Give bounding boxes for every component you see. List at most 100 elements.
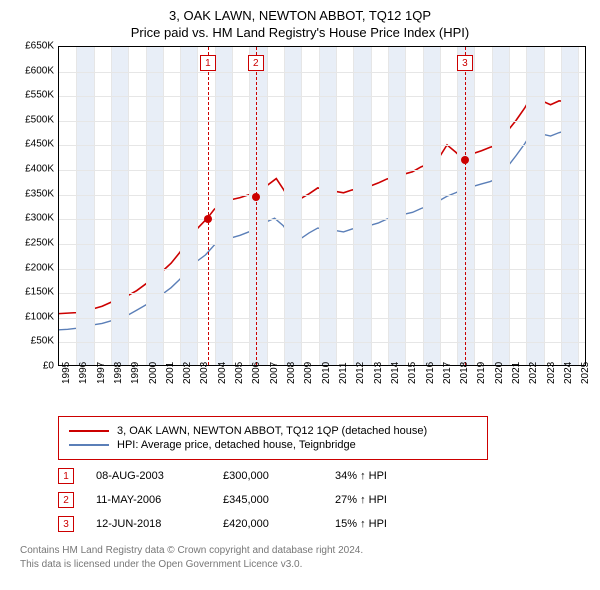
- gridline-v: [301, 47, 302, 365]
- gridline-v: [388, 47, 389, 365]
- y-tick-label: £250K: [25, 237, 54, 248]
- event-marker-box: 3: [457, 55, 473, 71]
- x-tick-label: 1998: [113, 362, 124, 384]
- x-axis-labels: 1995199619971998199920002001200220032004…: [58, 366, 586, 406]
- gridline-h: [59, 318, 585, 319]
- gridline-h: [59, 244, 585, 245]
- x-tick-label: 2013: [373, 362, 384, 384]
- y-tick-label: £650K: [25, 41, 54, 52]
- title-line2: Price paid vs. HM Land Registry's House …: [10, 25, 590, 40]
- event-dot: [461, 156, 469, 164]
- event-number-box: 2: [58, 492, 74, 508]
- gridline-v: [544, 47, 545, 365]
- gridline-v: [180, 47, 181, 365]
- x-tick-label: 2012: [355, 362, 366, 384]
- x-tick-label: 2018: [459, 362, 470, 384]
- y-tick-label: £350K: [25, 188, 54, 199]
- x-tick-label: 2001: [165, 362, 176, 384]
- event-hpi: 27% ↑ HPI: [335, 494, 387, 506]
- gridline-h: [59, 72, 585, 73]
- gridline-v: [353, 47, 354, 365]
- x-tick-label: 2016: [425, 362, 436, 384]
- event-marker-box: 2: [248, 55, 264, 71]
- title-line1: 3, OAK LAWN, NEWTON ABBOT, TQ12 1QP: [10, 8, 590, 23]
- x-tick-label: 2024: [563, 362, 574, 384]
- y-tick-label: £600K: [25, 65, 54, 76]
- legend-swatch: [69, 444, 109, 446]
- event-date: 11-MAY-2006: [96, 494, 201, 506]
- legend-label: HPI: Average price, detached house, Teig…: [117, 439, 356, 451]
- event-price: £345,000: [223, 494, 313, 506]
- x-tick-label: 2023: [546, 362, 557, 384]
- x-tick-label: 2007: [269, 362, 280, 384]
- x-tick-label: 2002: [182, 362, 193, 384]
- gridline-v: [336, 47, 337, 365]
- event-date: 08-AUG-2003: [96, 470, 201, 482]
- event-row: 2 11-MAY-2006 £345,000 27% ↑ HPI: [58, 492, 590, 508]
- gridline-v: [423, 47, 424, 365]
- x-tick-label: 2021: [511, 362, 522, 384]
- y-axis-labels: £0£50K£100K£150K£200K£250K£300K£350K£400…: [10, 46, 58, 366]
- x-tick-label: 1997: [96, 362, 107, 384]
- events-table: 108-AUG-2003£300,00034% ↑ HPI211-MAY-200…: [58, 468, 590, 532]
- plot-area: 1 2 3: [58, 46, 586, 366]
- event-marker-box: 1: [200, 55, 216, 71]
- chart-title-block: 3, OAK LAWN, NEWTON ABBOT, TQ12 1QP Pric…: [10, 8, 590, 40]
- gridline-v: [319, 47, 320, 365]
- gridline-v: [492, 47, 493, 365]
- y-tick-label: £450K: [25, 139, 54, 150]
- event-line: [256, 47, 257, 365]
- gridline-v: [526, 47, 527, 365]
- footer: Contains HM Land Registry data © Crown c…: [20, 544, 590, 572]
- gridline-h: [59, 145, 585, 146]
- x-tick-label: 2011: [338, 362, 349, 384]
- gridline-v: [215, 47, 216, 365]
- footer-line1: Contains HM Land Registry data © Crown c…: [20, 544, 590, 558]
- gridline-v: [509, 47, 510, 365]
- gridline-v: [474, 47, 475, 365]
- gridline-v: [578, 47, 579, 365]
- event-line: [465, 47, 466, 365]
- x-tick-label: 2000: [148, 362, 159, 384]
- x-tick-label: 2015: [407, 362, 418, 384]
- gridline-v: [232, 47, 233, 365]
- event-date: 12-JUN-2018: [96, 518, 201, 530]
- legend-item: 3, OAK LAWN, NEWTON ABBOT, TQ12 1QP (det…: [69, 425, 477, 437]
- x-tick-label: 2014: [390, 362, 401, 384]
- gridline-v: [440, 47, 441, 365]
- gridline-v: [284, 47, 285, 365]
- event-price: £420,000: [223, 518, 313, 530]
- x-tick-label: 1999: [130, 362, 141, 384]
- gridline-h: [59, 96, 585, 97]
- x-tick-label: 2017: [442, 362, 453, 384]
- gridline-h: [59, 219, 585, 220]
- gridline-h: [59, 293, 585, 294]
- y-tick-label: £0: [43, 361, 54, 372]
- x-tick-label: 1995: [61, 362, 72, 384]
- y-tick-label: £50K: [31, 336, 54, 347]
- gridline-v: [561, 47, 562, 365]
- event-hpi: 34% ↑ HPI: [335, 470, 387, 482]
- x-tick-label: 1996: [78, 362, 89, 384]
- event-number-box: 3: [58, 516, 74, 532]
- x-tick-label: 2003: [199, 362, 210, 384]
- y-tick-label: £100K: [25, 311, 54, 322]
- footer-line2: This data is licensed under the Open Gov…: [20, 558, 590, 572]
- event-hpi: 15% ↑ HPI: [335, 518, 387, 530]
- gridline-v: [163, 47, 164, 365]
- chart: £0£50K£100K£150K£200K£250K£300K£350K£400…: [10, 46, 590, 406]
- x-tick-label: 2008: [286, 362, 297, 384]
- gridline-h: [59, 342, 585, 343]
- legend-item: HPI: Average price, detached house, Teig…: [69, 439, 477, 451]
- gridline-h: [59, 170, 585, 171]
- gridline-h: [59, 121, 585, 122]
- y-tick-label: £550K: [25, 90, 54, 101]
- x-tick-label: 2019: [476, 362, 487, 384]
- event-line: [208, 47, 209, 365]
- x-tick-label: 2022: [528, 362, 539, 384]
- gridline-v: [128, 47, 129, 365]
- gridline-v: [249, 47, 250, 365]
- legend-label: 3, OAK LAWN, NEWTON ABBOT, TQ12 1QP (det…: [117, 425, 427, 437]
- x-tick-label: 2006: [251, 362, 262, 384]
- event-dot: [204, 215, 212, 223]
